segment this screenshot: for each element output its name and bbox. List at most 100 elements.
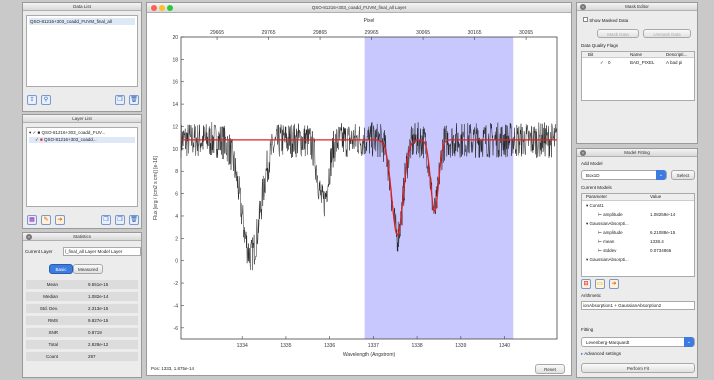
window-minimize-icon[interactable] (159, 5, 165, 11)
tree-model-node[interactable]: ▾ GaussianAbsorpti... (586, 257, 629, 263)
advanced-settings-label: Advanced settings (584, 351, 622, 356)
tree-expand-icon: ▾ (586, 221, 590, 226)
tree-param-value[interactable]: 1338.4 (650, 239, 664, 244)
import-icon[interactable]: ⇪ (27, 95, 37, 105)
tree-expand-icon: ▾ (586, 257, 590, 262)
checkbox-icon[interactable] (583, 17, 588, 22)
arrow-icon[interactable]: ➔ (609, 279, 619, 289)
trash-icon[interactable]: 🗑 (129, 95, 139, 105)
mask-editor-title: × Mask Editor (577, 3, 697, 11)
tree-node-label: Const1 (589, 203, 604, 208)
y-tick-label: 6 (175, 192, 178, 198)
close-icon[interactable]: × (580, 150, 586, 156)
arithmetic-label: Arithmetic (581, 293, 602, 298)
plot-titlebar: QSO-81216+303_coadd_FUVM_final_all Layer (147, 3, 571, 13)
spectrum-plot[interactable]: -6 -4 -2 0 2 4 6 8 10 12 14 16 18 20 1334 1335 1336 1337 1… (147, 13, 571, 363)
window-zoom-icon[interactable] (167, 5, 173, 11)
tree-expand-icon: ⊢ (598, 239, 604, 244)
tree-expand-icon: ⊢ (598, 212, 604, 217)
tab-measured[interactable]: Measured (73, 264, 103, 274)
reset-button[interactable]: Reset (535, 364, 565, 374)
tree-param-row[interactable]: ⊢ stddev (598, 248, 616, 254)
model-fitting-panel: × Model Fitting Add Model Box1D ⌄ Select… (576, 148, 698, 378)
unmask-data-button[interactable]: Unmask Data (643, 29, 691, 38)
stat-label: Mean (46, 282, 58, 287)
close-icon[interactable]: × (26, 234, 32, 240)
folder-icon[interactable]: ▭ (595, 279, 605, 289)
plot-frame (180, 36, 558, 340)
chevron-down-icon: ⌄ (684, 337, 694, 347)
checkbox-icon[interactable]: ✓ (35, 137, 41, 142)
layer-arithmetic-icon[interactable]: ▦ (27, 215, 37, 225)
trash-icon[interactable]: 🗑 (129, 215, 139, 225)
stat-row: Median 1.082e-14 (26, 292, 138, 302)
x-tick-label: 1334 (237, 343, 248, 349)
tree-model-node[interactable]: ▾ Const1 (586, 203, 604, 209)
current-layer-label: Current Layer (25, 249, 53, 254)
stat-label: RMS (48, 318, 58, 323)
mask-data-button[interactable]: Mask Data (597, 29, 639, 38)
stat-row: Total 2.828e-12 (26, 340, 138, 350)
tree-param-row[interactable]: ⊢ amplitude (598, 212, 623, 218)
stat-value: 9.827e-15 (88, 318, 109, 323)
stat-value: 9.551e-15 (88, 282, 109, 287)
tree-node-label: amplitude (603, 212, 623, 217)
stat-value: 0.8719 (88, 330, 102, 335)
stat-row: Std. Dev. 2.313e-15 (26, 304, 138, 314)
expand-icon[interactable]: ▾ ✓ ■ (29, 130, 42, 135)
chevron-right-icon: ▸ (581, 351, 585, 356)
layer-list-panel: Layer List ▾ ✓ ■ QSO-81216+303_coadd_FUV… (22, 114, 142, 229)
tree-param-value[interactable]: 0.0734866 (650, 248, 672, 253)
y-tick-label: 18 (172, 57, 178, 63)
filter-icon[interactable]: ⚲ (41, 95, 51, 105)
arithmetic-input[interactable]: ionAbsorption1 + GaussianAbsorption2 (581, 301, 695, 310)
new-window-icon[interactable]: ❐ (115, 215, 125, 225)
window-close-icon[interactable] (151, 5, 157, 11)
tree-param-row[interactable]: ⊢ amplitude (598, 230, 623, 236)
current-layer-select[interactable]: l_final_all Layer Model Layer (63, 247, 141, 256)
select-button[interactable]: Select (671, 170, 695, 180)
show-masked-checkbox[interactable]: Show Masked Data (583, 17, 628, 23)
layer-item[interactable]: ✓ ■ QSO-81216+303_coadd... (29, 137, 135, 143)
tree-expand-icon: ⊢ (598, 248, 604, 253)
y-tick-label: 10 (172, 147, 178, 153)
x-axis-label: Wavelength (Angstrom) (343, 352, 396, 358)
x-tick-label: 1335 (280, 343, 291, 349)
tree-param-row[interactable]: ⊢ mean (598, 239, 614, 245)
smooth-icon[interactable]: ✎ (41, 215, 51, 225)
tree-param-value[interactable]: 1.08259e-14 (650, 212, 676, 217)
stat-row: RMS 9.827e-15 (26, 316, 138, 326)
stat-label: Median (43, 294, 58, 299)
new-window-icon[interactable]: ❐ (115, 95, 125, 105)
data-list-item[interactable]: QSO-81216+303_coadd_FUVM_final_all (29, 18, 135, 25)
model-line (181, 139, 557, 236)
advanced-settings-toggle[interactable]: ▸ Advanced settings (581, 351, 621, 357)
add-model-select[interactable]: Box1D ⌄ (581, 170, 667, 180)
top-tick-label: 30065 (416, 30, 430, 36)
chevron-down-icon: ⌄ (656, 170, 666, 180)
layer-color-icon: ■ (40, 137, 44, 142)
y-tick-label: 4 (175, 214, 178, 220)
fitter-select[interactable]: Levenberg-Marquardt ⌄ (581, 337, 695, 347)
show-masked-label: Show Masked Data (589, 18, 629, 23)
add-model-value: Box1D (586, 173, 600, 178)
y-tick-label: 2 (175, 236, 178, 242)
layer-list-title: Layer List (23, 115, 141, 123)
remove-model-icon[interactable]: ⊟ (581, 279, 591, 289)
layer-item[interactable]: ▾ ✓ ■ QSO-81216+303_coadd_FUV... (29, 130, 105, 136)
arrow-icon[interactable]: ➔ (55, 215, 65, 225)
tree-model-node[interactable]: ▾ GaussianAbsorpti... (586, 221, 629, 227)
tree-expand-icon: ▾ (586, 203, 590, 208)
tree-param-value[interactable]: 6.21088e-15 (650, 230, 676, 235)
model-fitting-title-text: Model Fitting (624, 150, 650, 155)
y-tick-label: 12 (172, 124, 178, 130)
perform-fit-button[interactable]: Perform Fit (581, 363, 695, 373)
top-tick-label: 29665 (210, 30, 224, 36)
tab-basic[interactable]: Basic (49, 264, 73, 274)
tree-node-label: GaussianAbsorpti... (589, 257, 629, 262)
stat-value: 2.828e-12 (88, 342, 109, 347)
copy-icon[interactable]: ❐ (101, 215, 111, 225)
x-tick-label: 1339 (455, 343, 466, 349)
flag-check-icon[interactable]: ✓ (600, 60, 604, 65)
close-icon[interactable]: × (580, 4, 586, 10)
